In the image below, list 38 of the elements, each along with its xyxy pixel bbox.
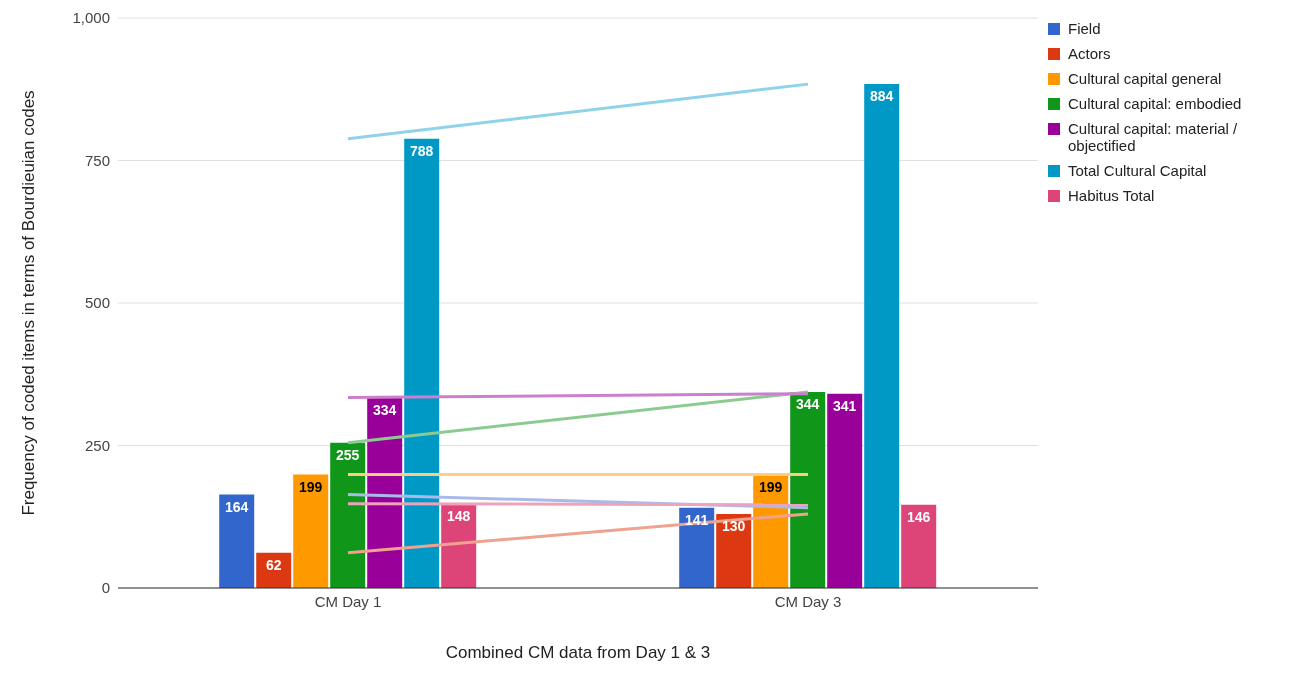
bar bbox=[293, 474, 329, 588]
y-tick-label: 500 bbox=[84, 294, 110, 312]
data-label: 344 bbox=[796, 395, 820, 412]
data-label: 199 bbox=[759, 478, 783, 495]
legend-label: Actors bbox=[1068, 45, 1111, 62]
data-label: 255 bbox=[336, 446, 360, 463]
bar bbox=[790, 391, 826, 588]
data-label: 148 bbox=[447, 507, 471, 524]
legend-label: Total Cultural Capital bbox=[1068, 162, 1207, 179]
data-label: 341 bbox=[833, 397, 857, 414]
data-label: 164 bbox=[225, 498, 249, 515]
data-label: 199 bbox=[299, 478, 323, 495]
y-tick-label: 0 bbox=[101, 579, 110, 597]
bar bbox=[827, 393, 863, 588]
x-axis-title: Combined CM data from Day 1 & 3 bbox=[445, 643, 711, 662]
bar bbox=[404, 138, 440, 588]
bar bbox=[330, 442, 366, 588]
x-tick-label: CM Day 3 bbox=[774, 592, 842, 610]
y-tick-label: 750 bbox=[84, 151, 110, 169]
legend-label: Field bbox=[1068, 20, 1101, 37]
legend-label: Cultural capital: material / objectified bbox=[1068, 120, 1239, 154]
data-label: 130 bbox=[722, 517, 746, 534]
legend-label: Habitus Total bbox=[1068, 187, 1155, 204]
y-axis-title: Frequency of coded items in terms of Bourdieuian codes bbox=[19, 90, 39, 516]
y-tick-label: 250 bbox=[84, 436, 110, 454]
data-label: 146 bbox=[907, 508, 931, 525]
data-label: 334 bbox=[373, 401, 397, 418]
bar bbox=[864, 84, 900, 588]
data-label: 884 bbox=[870, 88, 894, 105]
data-label: 788 bbox=[410, 142, 434, 159]
legend-label: Cultural capital: embodied bbox=[1068, 95, 1242, 112]
x-tick-label: CM Day 1 bbox=[314, 592, 382, 610]
y-tick-label: 1,000 bbox=[72, 9, 110, 27]
bar bbox=[219, 494, 255, 588]
bar bbox=[679, 507, 715, 588]
bar bbox=[901, 504, 937, 588]
data-label: 62 bbox=[265, 556, 282, 573]
legend-label: Cultural capital general bbox=[1068, 70, 1222, 87]
